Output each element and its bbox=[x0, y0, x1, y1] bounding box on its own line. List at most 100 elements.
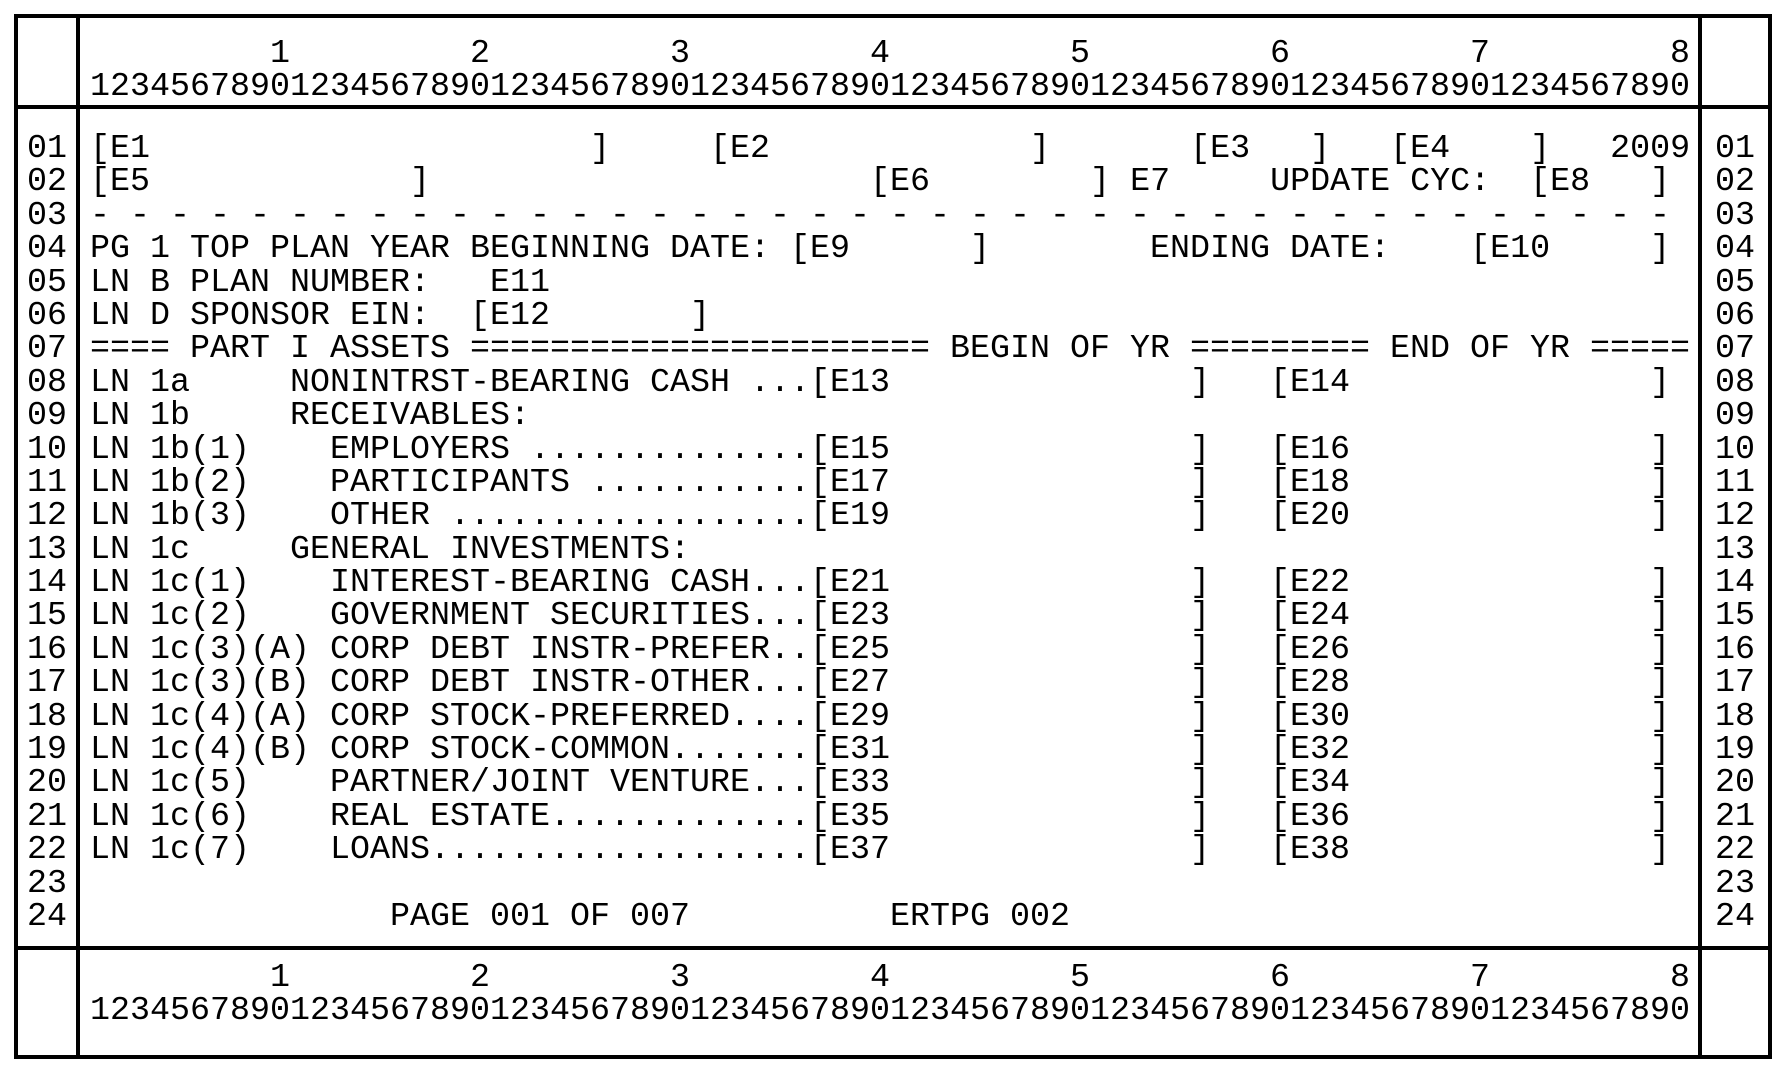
right-column-divider bbox=[1698, 18, 1702, 1055]
row-number-right-20: 20 bbox=[1714, 764, 1755, 803]
field-E13[interactable]: [E13 ] bbox=[810, 363, 1211, 402]
line-1c3a-label: LN 1c(3)(A) CORP DEBT INSTR-PREFER.. bbox=[90, 630, 811, 669]
field-E16[interactable]: [E16 ] bbox=[1270, 430, 1671, 469]
gap bbox=[1210, 664, 1270, 702]
line-1c4a-label: LN 1c(4)(A) CORP STOCK-PREFERRED.... bbox=[90, 697, 811, 736]
row-number-left-02: 02 bbox=[26, 163, 67, 202]
screen-line-21: LN 1c(6) REAL ESTATE.............[E35 ] … bbox=[90, 797, 1690, 836]
field-E27[interactable]: [E27 ] bbox=[810, 664, 1211, 703]
screen-line-11: LN 1b(2) PARTICIPANTS ...........[E17 ] … bbox=[90, 463, 1690, 502]
gap bbox=[1490, 163, 1530, 201]
field-E28[interactable]: [E28 ] bbox=[1270, 664, 1671, 703]
field-E35[interactable]: [E35 ] bbox=[810, 797, 1211, 836]
gap bbox=[1390, 230, 1470, 268]
ruler-tens-line: 1 2 3 4 5 6 7 8 bbox=[90, 35, 1691, 73]
screen-line-07: ==== PART I ASSETS =====================… bbox=[90, 333, 1690, 366]
field-E34[interactable]: [E34 ] bbox=[1270, 764, 1671, 803]
row-number-right-10: 10 bbox=[1714, 430, 1755, 469]
field-E15[interactable]: [E15 ] bbox=[810, 430, 1211, 469]
screen-line-15: LN 1c(2) GOVERNMENT SECURITIES...[E23 ] … bbox=[90, 600, 1690, 633]
gap bbox=[430, 163, 870, 201]
field-E3[interactable]: [E3 ] bbox=[1190, 130, 1331, 168]
field-E9[interactable]: [E9 ] bbox=[790, 230, 991, 269]
gap bbox=[990, 230, 1150, 268]
field-E17[interactable]: [E17 ] bbox=[810, 463, 1211, 502]
left-column-divider bbox=[76, 18, 80, 1055]
row-number-left-12: 12 bbox=[26, 497, 67, 536]
tax-year: 2009 bbox=[1610, 130, 1691, 168]
screen-line-10: LN 1b(1) EMPLOYERS ..............[E15 ] … bbox=[90, 430, 1690, 469]
field-E5[interactable]: [E5 ] bbox=[90, 163, 431, 202]
row-number-left-13: 13 bbox=[26, 530, 67, 569]
row-number-right-18: 18 bbox=[1714, 697, 1755, 736]
row-number-left-09: 09 bbox=[26, 397, 67, 436]
row-number-left-08: 08 bbox=[26, 363, 67, 402]
row-number-left-03: 03 bbox=[26, 196, 67, 235]
row-number-right-13: 13 bbox=[1714, 530, 1755, 569]
ruler-ones-line: 1234567890123456789012345678901234567890… bbox=[90, 992, 1691, 1031]
line-1b-label: LN 1b RECEIVABLES: bbox=[90, 397, 531, 436]
screen-id: ERTPG 002 bbox=[890, 897, 1071, 936]
field-E14[interactable]: [E14 ] bbox=[1270, 363, 1671, 402]
page-indicator: PAGE 001 OF 007 bbox=[390, 897, 691, 936]
gap bbox=[1210, 564, 1270, 602]
column-ruler-top: 1 2 3 4 5 6 7 8 123456789012345678901234… bbox=[90, 35, 1691, 107]
gap bbox=[1210, 497, 1270, 535]
field-E38[interactable]: [E38 ] bbox=[1270, 831, 1671, 870]
field-E1[interactable]: [E1 ] bbox=[90, 130, 611, 168]
line-1c3b-label: LN 1c(3)(B) CORP DEBT INSTR-OTHER... bbox=[90, 664, 811, 703]
gap bbox=[1210, 798, 1270, 836]
gap bbox=[90, 898, 390, 936]
screen-line-04: PG 1 TOP PLAN YEAR BEGINNING DATE: [E9 ]… bbox=[90, 230, 1690, 269]
row-number-left-15: 15 bbox=[26, 597, 67, 636]
row-number-right-11: 11 bbox=[1714, 463, 1755, 502]
dashed-divider: - - - - - - - - - - - - - - - - - - - - … bbox=[90, 196, 1671, 235]
field-E31[interactable]: [E31 ] bbox=[810, 731, 1211, 770]
screen-line-19: LN 1c(4)(B) CORP STOCK-COMMON.......[E31… bbox=[90, 731, 1690, 770]
row-number-right-22: 22 bbox=[1714, 831, 1755, 870]
ruler-ones-line: 1234567890123456789012345678901234567890… bbox=[90, 68, 1691, 107]
row-number-right-08: 08 bbox=[1714, 363, 1755, 402]
field-E24[interactable]: [E24 ] bbox=[1270, 597, 1671, 636]
field-E18[interactable]: [E18 ] bbox=[1270, 463, 1671, 502]
field-E37[interactable]: [E37 ] bbox=[810, 831, 1211, 870]
screen-line-12: LN 1b(3) OTHER ..................[E19 ] … bbox=[90, 500, 1690, 533]
field-E36[interactable]: [E36 ] bbox=[1270, 797, 1671, 836]
row-number-right-15: 15 bbox=[1714, 597, 1755, 636]
field-E20[interactable]: [E20 ] bbox=[1270, 497, 1671, 536]
row-number-right-03: 03 bbox=[1714, 196, 1755, 235]
field-E33[interactable]: [E33 ] bbox=[810, 764, 1211, 803]
row-number-right-04: 04 bbox=[1714, 230, 1755, 269]
row-number-left-21: 21 bbox=[26, 797, 67, 836]
field-E30[interactable]: [E30 ] bbox=[1270, 697, 1671, 736]
line-1c6-label: LN 1c(6) REAL ESTATE............. bbox=[90, 797, 811, 836]
row-number-right-12: 12 bbox=[1714, 497, 1755, 536]
field-E29[interactable]: [E29 ] bbox=[810, 697, 1211, 736]
field-E26[interactable]: [E26 ] bbox=[1270, 630, 1671, 669]
field-E6[interactable]: [E6 ] bbox=[870, 163, 1111, 202]
field-E23[interactable]: [E23 ] bbox=[810, 597, 1211, 636]
field-E25[interactable]: [E25 ] bbox=[810, 630, 1211, 669]
row-number-right-14: 14 bbox=[1714, 564, 1755, 603]
plan-year-beginning-date-label: PG 1 TOP PLAN YEAR BEGINNING DATE: bbox=[90, 230, 791, 269]
row-number-right-23: 23 bbox=[1714, 864, 1755, 903]
gap bbox=[430, 264, 490, 302]
gap bbox=[1330, 130, 1390, 168]
ending-date-label: ENDING DATE: bbox=[1150, 230, 1391, 269]
field-E32[interactable]: [E32 ] bbox=[1270, 731, 1671, 770]
field-E8[interactable]: [E8 ] bbox=[1530, 163, 1671, 202]
field-E2[interactable]: [E2 ] bbox=[710, 130, 1051, 168]
row-number-left-16: 16 bbox=[26, 630, 67, 669]
field-E12[interactable]: [E12 ] bbox=[470, 296, 711, 335]
row-number-left-10: 10 bbox=[26, 430, 67, 469]
gap bbox=[1210, 464, 1270, 502]
field-E4[interactable]: [E4 ] bbox=[1390, 130, 1551, 168]
field-E10[interactable]: [E10 ] bbox=[1470, 230, 1671, 269]
field-E21[interactable]: [E21 ] bbox=[810, 564, 1211, 603]
row-number-right-24: 24 bbox=[1714, 897, 1755, 936]
screen-line-13: LN 1c GENERAL INVESTMENTS: bbox=[90, 533, 1690, 567]
screen-line-05: LN B PLAN NUMBER: E11 bbox=[90, 264, 1690, 302]
field-E22[interactable]: [E22 ] bbox=[1270, 564, 1671, 603]
screen-line-06: LN D SPONSOR EIN: [E12 ] bbox=[90, 296, 1690, 335]
field-E19[interactable]: [E19 ] bbox=[810, 497, 1211, 536]
